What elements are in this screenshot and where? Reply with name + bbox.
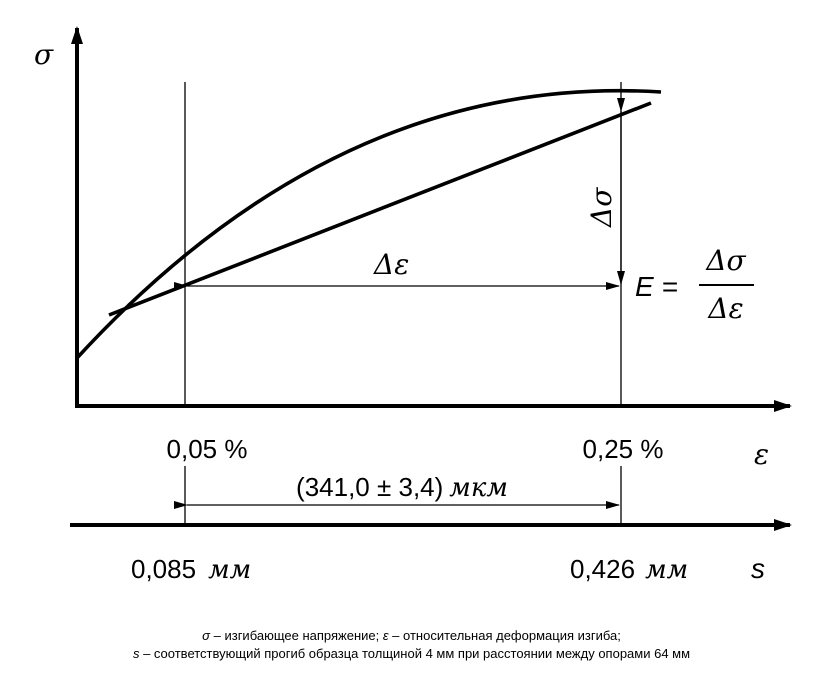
legend-line-2: s – соответствующий прогиб образца толщи… xyxy=(0,646,823,661)
formula-numerator: Δσ xyxy=(705,244,746,277)
stress-strain-curve xyxy=(75,88,662,360)
deflection-tick-right-unit: мм xyxy=(645,555,688,585)
deflection-tick-left: 0,085 мм xyxy=(131,554,251,585)
deflection-axis-symbol: s xyxy=(751,553,765,584)
legend-epsilon-text: – относительная деформация изгиба; xyxy=(388,628,621,643)
strain-tick-right: 0,25 % xyxy=(583,434,664,464)
secant-line xyxy=(108,101,652,317)
deflection-tick-right-value: 0,426 xyxy=(570,554,635,584)
span-label: (341,0 ± 3,4) мкм xyxy=(296,472,508,503)
delta-epsilon-label: Δε xyxy=(373,248,409,281)
legend-sigma-symbol: σ xyxy=(202,628,211,643)
delta-sigma-label: Δσ xyxy=(585,187,618,228)
formula-denominator: Δε xyxy=(707,292,743,325)
legend-s-text: – соответствующий прогиб образца толщино… xyxy=(139,646,691,661)
legend-line-1: σ – изгибающее напряжение; ε – относител… xyxy=(0,628,823,643)
deflection-tick-left-unit: мм xyxy=(208,555,251,585)
legend-sigma-text: – изгибающее напряжение; xyxy=(210,628,383,643)
span-value: (341,0 ± 3,4) xyxy=(296,472,443,502)
deflection-tick-right: 0,426 мм xyxy=(570,554,688,585)
strain-tick-left: 0,05 % xyxy=(167,434,248,464)
strain-axis-symbol: ε xyxy=(754,438,769,471)
span-unit: мкм xyxy=(449,473,508,503)
legend-epsilon-symbol: ε xyxy=(382,628,389,643)
formula-lhs: E = xyxy=(635,271,678,302)
stress-axis-symbol: σ xyxy=(34,38,54,71)
deflection-tick-left-value: 0,085 xyxy=(131,554,196,584)
legend-s-symbol: s xyxy=(132,646,140,661)
